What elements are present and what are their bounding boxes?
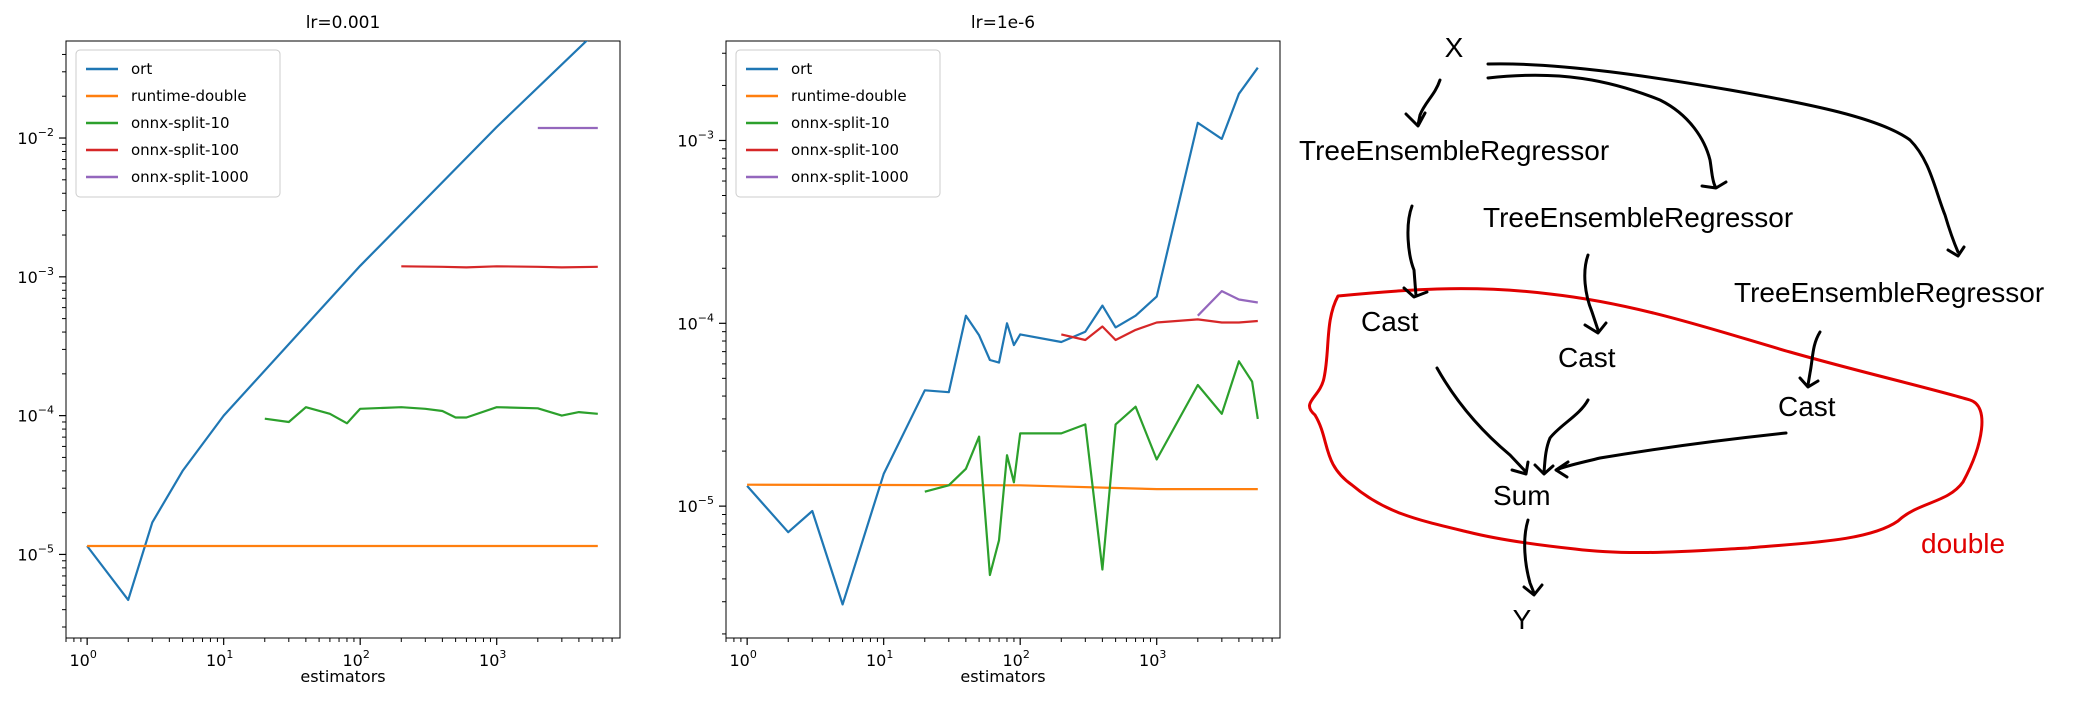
double-region-outline	[1308, 287, 1984, 555]
series-line-ort	[746, 67, 1259, 606]
node-cast1: Cast	[1361, 306, 1419, 337]
legend-box	[735, 49, 941, 198]
x-tick-label: 100	[69, 648, 96, 670]
edge-cast3-sum	[1554, 431, 1788, 479]
series-line-runtime-double	[747, 483, 1258, 491]
legend-label: onnx-split-100	[131, 141, 239, 159]
legend-label: ort	[791, 60, 812, 78]
legend: ort runtime-double onnx-split-10 onnx-split…	[75, 49, 281, 198]
series-line-onnx-split-1000	[1197, 290, 1258, 317]
edge-ter2-cast2	[1583, 253, 1608, 335]
node-ter2: TreeEnsembleRegressor	[1483, 202, 1793, 233]
legend-label: runtime-double	[131, 87, 247, 105]
legend-label: runtime-double	[791, 87, 907, 105]
edge-x-ter2	[1486, 73, 1728, 190]
node-x: X	[1445, 32, 1464, 63]
edge-cast1-sum	[1435, 366, 1530, 476]
y-tick-label: 10−4	[17, 404, 54, 426]
series-line-onnx-split-10	[264, 406, 598, 425]
node-ter1: TreeEnsembleRegressor	[1299, 135, 1609, 166]
edge-ter3-cast3	[1798, 330, 1822, 389]
legend-label: onnx-split-1000	[131, 168, 249, 186]
legend-label: ort	[131, 60, 152, 78]
series-line-ort	[86, 41, 588, 602]
chart-lr-0.001: lr=0.001 100 101 102 103 10−5 10−4 10−3 10−2 esti…	[17, 13, 621, 686]
legend-label: onnx-split-10	[791, 114, 890, 132]
x-tick-label: 101	[866, 648, 893, 670]
series-line-onnx-split-100	[1061, 318, 1258, 342]
y-tick-label: 10−5	[677, 494, 714, 516]
tree-ensemble-diagram: X TreeEnsembleRegressor TreeEnsembleRegr…	[1299, 32, 2044, 635]
node-cast3: Cast	[1778, 391, 1836, 422]
edge-ter1-cast1	[1402, 204, 1429, 299]
y-tick-label: 10−3	[677, 128, 714, 150]
x-tick-label: 102	[343, 648, 370, 670]
x-tick-label: 100	[729, 648, 756, 670]
node-ter3: TreeEnsembleRegressor	[1734, 277, 2044, 308]
series-line-onnx-split-10	[924, 360, 1259, 577]
legend-label: onnx-split-10	[131, 114, 230, 132]
x-tick-label: 103	[1139, 648, 1166, 670]
x-tick-label: 103	[479, 648, 506, 670]
edge-sum-y	[1522, 518, 1544, 597]
y-tick-label: 10−5	[17, 542, 54, 564]
y-tick-label: 10−4	[677, 311, 714, 333]
x-axis-label: estimators	[300, 667, 385, 686]
edge-x-ter3	[1486, 62, 1966, 258]
x-tick-label: 101	[206, 648, 233, 670]
chart-title: lr=0.001	[306, 13, 381, 33]
x-tick-label: 102	[1003, 648, 1030, 670]
chart-lr-1e-6: lr=1e-6 100 101 102 103 10−5 10−4 10−3 estimator…	[677, 13, 1281, 686]
y-tick-label: 10−3	[17, 265, 54, 287]
series-group	[86, 41, 598, 602]
legend-label: onnx-split-1000	[791, 168, 909, 186]
edge-x-ter1	[1404, 78, 1442, 128]
legend-box	[75, 49, 281, 198]
legend: ort runtime-double onnx-split-10 onnx-split…	[735, 49, 941, 198]
series-group	[746, 67, 1259, 606]
node-y: Y	[1513, 604, 1532, 635]
legend-label: onnx-split-100	[791, 141, 899, 159]
series-line-onnx-split-100	[401, 265, 598, 269]
chart-title: lr=1e-6	[971, 13, 1035, 33]
node-cast2: Cast	[1558, 342, 1616, 373]
region-label-double: double	[1921, 528, 2005, 559]
x-axis-label: estimators	[960, 667, 1045, 686]
node-sum: Sum	[1493, 480, 1551, 511]
y-tick-label: 10−2	[17, 126, 54, 148]
edge-cast2-sum	[1533, 398, 1590, 476]
